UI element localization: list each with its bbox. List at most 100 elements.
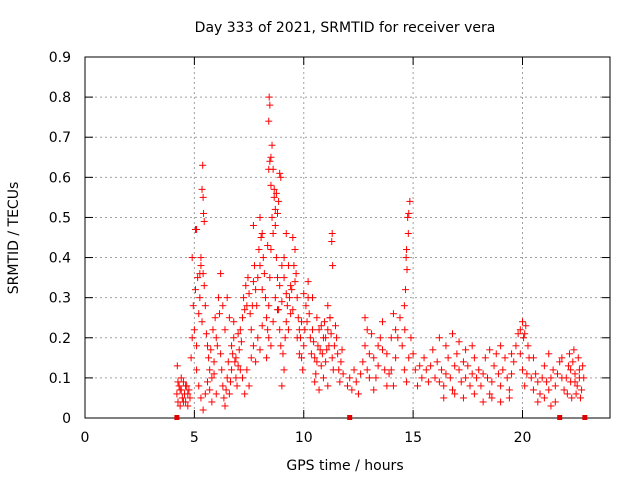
data-point	[235, 346, 243, 354]
data-point	[337, 358, 345, 366]
data-point	[220, 394, 228, 402]
data-point	[236, 366, 244, 374]
data-point	[193, 342, 201, 350]
x-tick-label: 5	[190, 430, 199, 446]
data-point	[311, 354, 319, 362]
data-point	[527, 374, 535, 382]
data-point	[522, 322, 530, 330]
data-point	[435, 334, 443, 342]
data-point	[244, 274, 252, 282]
gap-markers	[174, 415, 588, 420]
data-point	[359, 358, 367, 366]
data-point	[529, 354, 537, 362]
data-point	[288, 286, 296, 294]
data-point	[179, 398, 187, 406]
data-point	[576, 394, 584, 402]
data-point	[205, 354, 213, 362]
data-point	[266, 101, 274, 109]
data-point	[327, 330, 335, 338]
data-point	[383, 350, 391, 358]
data-point	[554, 370, 561, 378]
data-point	[520, 334, 528, 342]
data-point	[239, 314, 246, 322]
data-point	[326, 314, 334, 322]
data-point	[269, 229, 277, 237]
data-point	[381, 366, 389, 374]
data-point	[324, 382, 332, 390]
data-point	[225, 390, 233, 398]
data-point	[319, 374, 327, 382]
data-point	[420, 354, 428, 362]
data-point	[175, 382, 183, 390]
data-point	[508, 350, 516, 358]
data-point	[173, 390, 181, 398]
data-point	[323, 346, 331, 354]
data-point	[210, 370, 218, 378]
data-point	[440, 382, 448, 390]
data-point	[237, 338, 245, 346]
data-point	[287, 310, 295, 318]
data-point	[321, 318, 329, 326]
data-point	[543, 378, 551, 386]
data-point	[193, 225, 201, 233]
data-point	[269, 318, 277, 326]
data-point	[276, 169, 284, 177]
data-point	[573, 382, 581, 390]
data-point	[422, 366, 430, 374]
data-point	[411, 366, 419, 374]
data-point	[243, 366, 251, 374]
data-point	[464, 362, 472, 370]
data-point	[477, 382, 485, 390]
y-axis-label: SRMTID / TECUs	[6, 182, 22, 295]
data-point	[187, 354, 195, 362]
data-point	[280, 254, 288, 262]
gap-marker	[174, 415, 180, 420]
data-point	[197, 394, 205, 402]
data-point	[540, 362, 548, 370]
data-point	[433, 358, 441, 366]
y-tick-label: 0.9	[49, 50, 71, 66]
data-point	[266, 157, 274, 165]
data-point	[562, 374, 570, 382]
data-point	[214, 294, 222, 302]
data-point	[194, 274, 202, 282]
data-point	[190, 326, 198, 334]
data-point	[188, 254, 196, 262]
data-point	[396, 314, 404, 322]
data-point	[206, 366, 214, 374]
x-axis-label: GPS time / hours	[286, 458, 403, 474]
data-point	[409, 350, 417, 358]
data-point	[195, 382, 203, 390]
data-point	[284, 326, 292, 334]
data-point	[519, 318, 526, 326]
data-point	[346, 374, 354, 382]
data-point	[226, 378, 234, 386]
data-point	[404, 229, 412, 237]
data-point	[276, 326, 284, 334]
data-point	[488, 378, 496, 386]
data-point	[328, 354, 336, 362]
data-point	[208, 374, 216, 382]
data-point	[569, 358, 577, 366]
data-point	[532, 370, 540, 378]
data-point	[328, 229, 336, 237]
data-point	[516, 350, 524, 358]
data-point	[295, 350, 303, 358]
data-point	[468, 370, 476, 378]
data-point	[547, 374, 555, 382]
data-point	[204, 378, 211, 386]
data-point	[274, 209, 281, 217]
data-point	[462, 374, 470, 382]
data-point	[278, 298, 286, 306]
data-point	[309, 294, 316, 302]
data-point	[536, 390, 544, 398]
data-point	[298, 354, 306, 362]
data-point	[328, 238, 336, 246]
data-point	[418, 374, 426, 382]
data-point	[354, 390, 362, 398]
data-point	[261, 294, 269, 302]
data-point	[259, 254, 267, 262]
data-point	[270, 185, 278, 193]
data-point	[571, 378, 579, 386]
data-point	[291, 246, 299, 254]
